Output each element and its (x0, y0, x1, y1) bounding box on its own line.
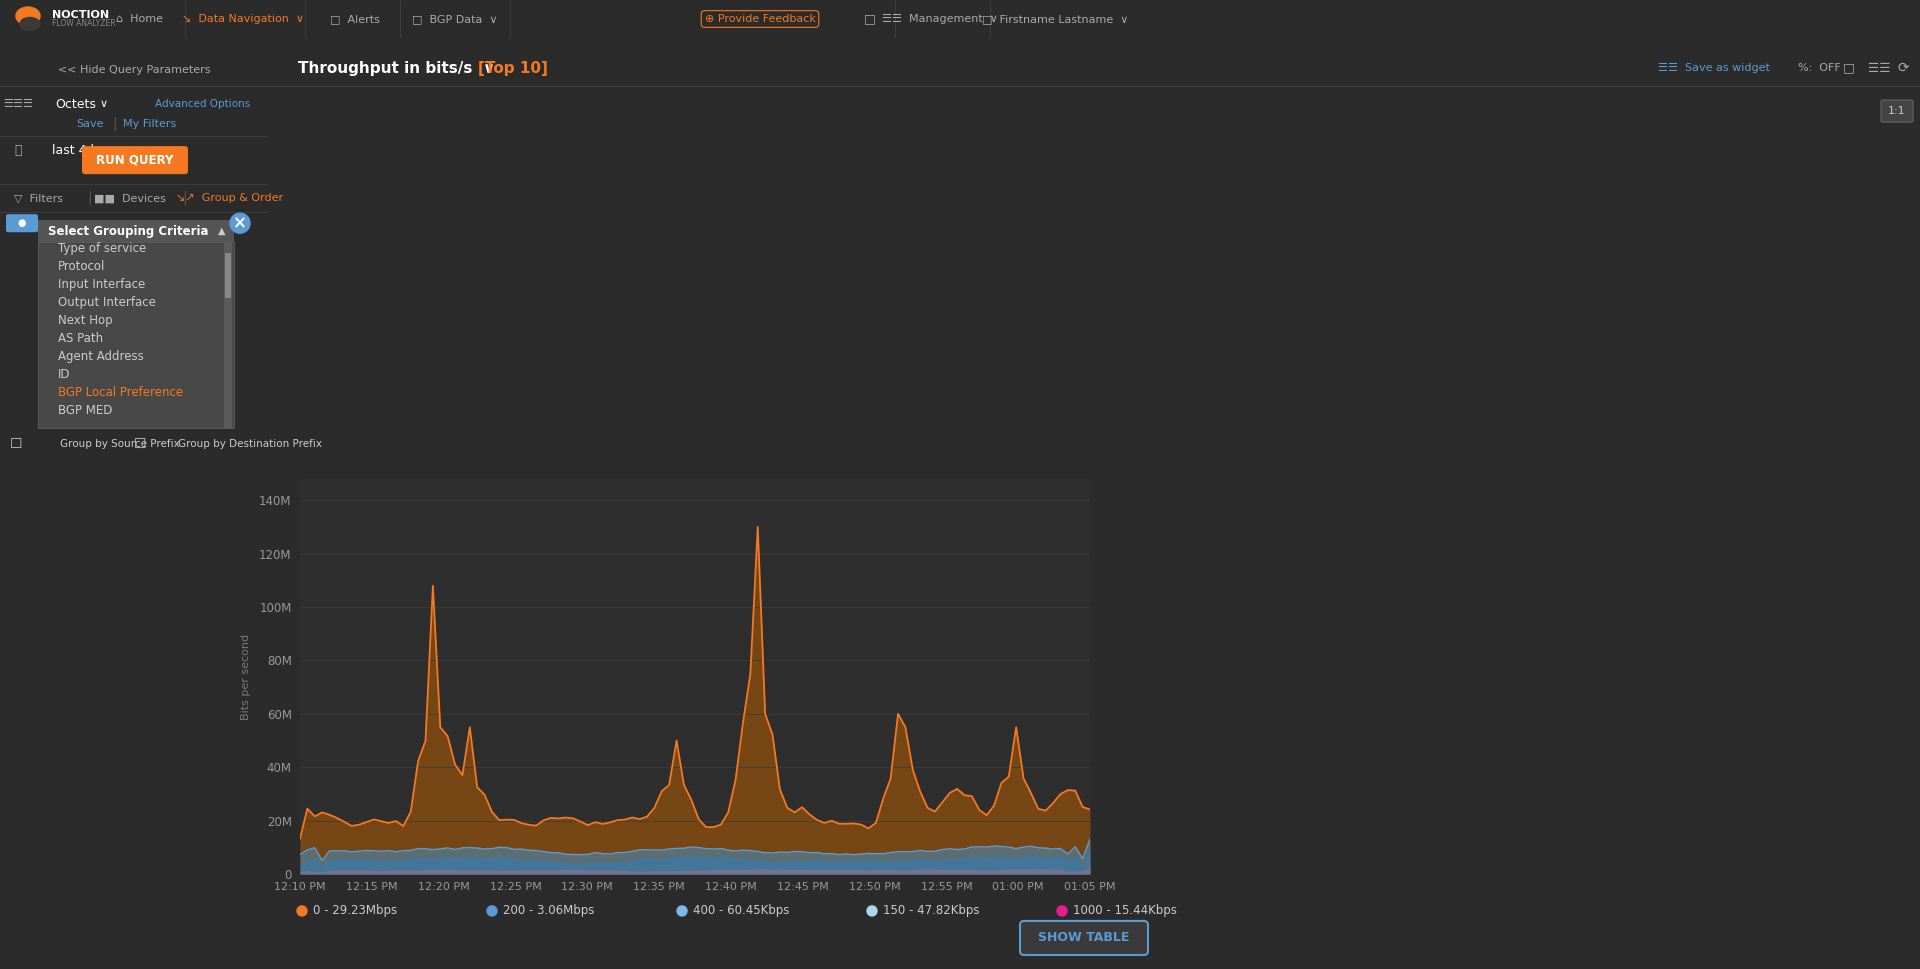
Text: ∨: ∨ (146, 145, 154, 155)
Text: NOCTION: NOCTION (52, 10, 109, 20)
FancyBboxPatch shape (225, 253, 230, 298)
Text: Group by Destination Prefix: Group by Destination Prefix (179, 439, 323, 450)
FancyBboxPatch shape (1020, 921, 1148, 955)
Text: |: | (88, 191, 92, 205)
Text: Advanced Options: Advanced Options (156, 99, 250, 109)
Text: Type of service: Type of service (58, 241, 146, 255)
Text: 0 - 29.23Mbps: 0 - 29.23Mbps (313, 904, 397, 918)
Text: Protocol: Protocol (58, 260, 106, 272)
Text: BGP Local Preference: BGP Local Preference (58, 386, 182, 399)
Text: ☰☰☰: ☰☰☰ (4, 99, 33, 109)
Text: ☐: ☐ (134, 437, 146, 452)
Text: FLOW ANALYZER: FLOW ANALYZER (52, 19, 115, 28)
Text: << Hide Query Parameters: << Hide Query Parameters (58, 65, 211, 75)
Ellipse shape (19, 17, 40, 30)
Text: last 4 hours: last 4 hours (52, 143, 125, 157)
Text: ⊕ Provide Feedback: ⊕ Provide Feedback (705, 14, 816, 24)
FancyBboxPatch shape (38, 220, 234, 242)
FancyBboxPatch shape (38, 242, 234, 428)
Text: Select Grouping Criteria: Select Grouping Criteria (48, 225, 207, 237)
Text: ☰☰: ☰☰ (1868, 62, 1891, 75)
Circle shape (230, 213, 250, 234)
Text: Octets: Octets (56, 98, 96, 110)
Text: ↘↗  Group & Order: ↘↗ Group & Order (177, 193, 284, 203)
Text: Save: Save (77, 119, 104, 129)
Text: 1:1: 1:1 (1887, 106, 1907, 116)
Circle shape (1058, 906, 1068, 916)
Text: ⧗: ⧗ (13, 143, 21, 157)
Text: Agent Address: Agent Address (58, 350, 144, 362)
Text: □: □ (864, 13, 876, 25)
FancyBboxPatch shape (1882, 100, 1912, 122)
Circle shape (488, 906, 497, 916)
Text: SHOW TABLE: SHOW TABLE (1039, 931, 1129, 945)
Text: □  Firstname Lastname  ∨: □ Firstname Lastname ∨ (981, 14, 1129, 24)
Text: My Filters: My Filters (123, 119, 177, 129)
Y-axis label: Bits per second: Bits per second (240, 634, 252, 720)
Text: Throughput in bits/s  ∨: Throughput in bits/s ∨ (298, 60, 505, 76)
Text: ☐: ☐ (10, 437, 23, 452)
Text: Input Interface: Input Interface (58, 278, 146, 291)
Text: ∨: ∨ (100, 99, 108, 109)
Text: |: | (113, 117, 117, 132)
Text: ⟳: ⟳ (1899, 61, 1910, 75)
FancyBboxPatch shape (83, 146, 188, 174)
FancyBboxPatch shape (225, 242, 232, 428)
Text: ■■  Devices: ■■ Devices (94, 193, 165, 203)
Text: ☰☰  Save as widget: ☰☰ Save as widget (1659, 63, 1770, 73)
Text: 400 - 60.45Kbps: 400 - 60.45Kbps (693, 904, 789, 918)
Text: □: □ (1843, 62, 1855, 75)
Text: Output Interface: Output Interface (58, 296, 156, 309)
Text: ▲: ▲ (219, 226, 227, 236)
Text: □  Alerts: □ Alerts (330, 14, 380, 24)
Text: [Top 10]: [Top 10] (478, 60, 547, 76)
Circle shape (868, 906, 877, 916)
Circle shape (298, 906, 307, 916)
Text: BGP MED: BGP MED (58, 404, 113, 417)
Ellipse shape (15, 7, 40, 25)
Text: ☰☰  Management  ∨: ☰☰ Management ∨ (881, 14, 998, 24)
FancyBboxPatch shape (6, 214, 38, 233)
Text: RUN QUERY: RUN QUERY (96, 154, 173, 167)
Text: ▽  Filters: ▽ Filters (13, 193, 63, 203)
Text: |: | (182, 191, 188, 205)
Text: ×: × (232, 214, 248, 233)
Text: 1000 - 15.44Kbps: 1000 - 15.44Kbps (1073, 904, 1177, 918)
Text: ↘  Data Navigation  ∨: ↘ Data Navigation ∨ (182, 14, 303, 24)
Text: ●: ● (17, 218, 27, 228)
Text: □  BGP Data  ∨: □ BGP Data ∨ (413, 14, 497, 24)
Text: ⌂  Home: ⌂ Home (117, 14, 163, 24)
Text: 200 - 3.06Mbps: 200 - 3.06Mbps (503, 904, 595, 918)
Text: 150 - 47.82Kbps: 150 - 47.82Kbps (883, 904, 979, 918)
Text: %:  OFF: %: OFF (1797, 63, 1841, 73)
Text: ID: ID (58, 368, 71, 381)
Text: Group by Source Prefix: Group by Source Prefix (60, 439, 180, 450)
Text: AS Path: AS Path (58, 331, 104, 345)
Circle shape (678, 906, 687, 916)
Text: Next Hop: Next Hop (58, 314, 113, 327)
